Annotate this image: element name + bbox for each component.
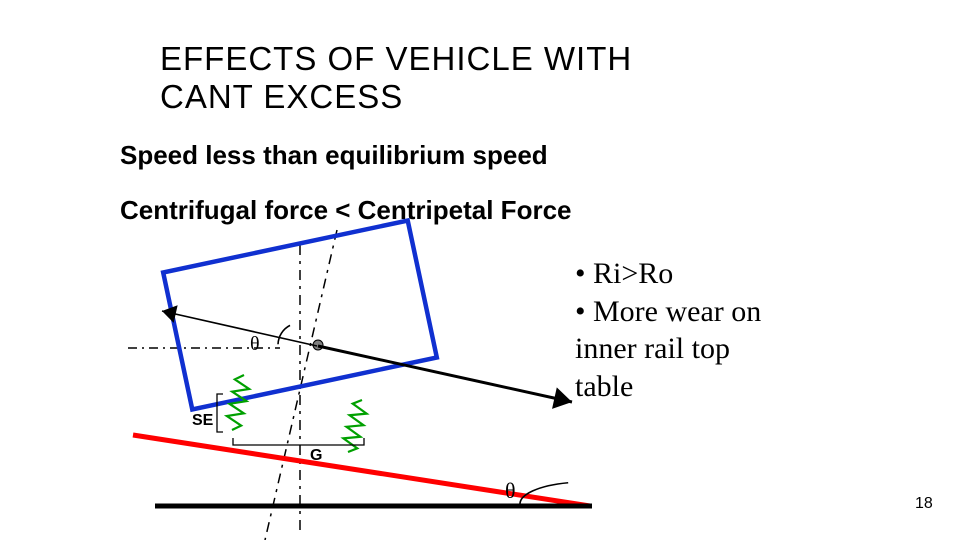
svg-text:θ: θ: [505, 478, 516, 503]
cant-excess-diagram: θ θ SE G: [0, 0, 960, 540]
svg-text:G: G: [310, 447, 322, 464]
svg-text:SE: SE: [192, 412, 214, 429]
svg-text:θ: θ: [250, 333, 260, 355]
slide-root: EFFECTS OF VEHICLE WITH CANT EXCESS Spee…: [0, 0, 960, 540]
